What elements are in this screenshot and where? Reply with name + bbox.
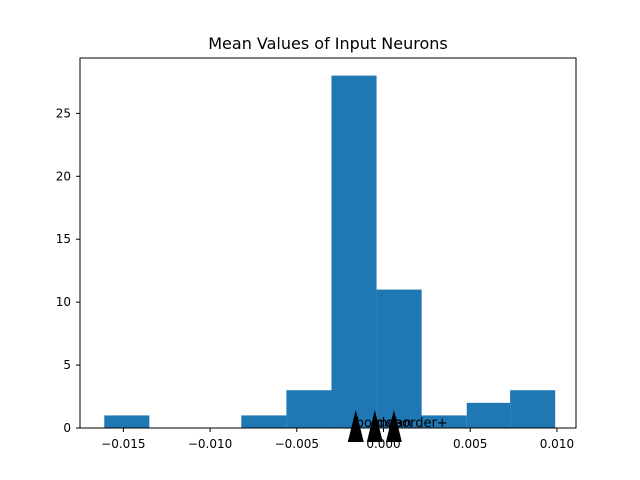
y-tick-label-2: 10 xyxy=(56,295,71,309)
x-tick-label-5: 0.010 xyxy=(540,437,574,451)
y-tick-label-5: 25 xyxy=(56,106,71,120)
y-tick-label-4: 20 xyxy=(56,169,71,183)
marker-border--triangle xyxy=(347,410,364,442)
ticks-layer: −0.015 −0.010 −0.005 0.000 0.005 0.010 0 5 10 15 2… xyxy=(56,106,574,451)
x-tick-label-2: −0.005 xyxy=(275,437,319,451)
y-tick-label-3: 15 xyxy=(56,232,71,246)
chart-title: Mean Values of Input Neurons xyxy=(208,34,448,53)
bars-layer xyxy=(104,75,556,428)
histogram-bar-6 xyxy=(376,289,422,428)
x-tick-label-3: 0.000 xyxy=(366,437,400,451)
histogram-bar-4 xyxy=(286,390,332,428)
histogram-bar-8 xyxy=(466,402,511,428)
histogram-bar-7 xyxy=(421,415,467,428)
x-tick-label-0: −0.015 xyxy=(101,437,145,451)
x-tick-label-1: −0.010 xyxy=(188,437,232,451)
histogram-bar-0 xyxy=(104,415,150,428)
markers-layer: border-meanborder+ xyxy=(347,410,448,442)
histogram-bar-3 xyxy=(241,415,287,428)
y-tick-label-1: 5 xyxy=(63,358,71,372)
histogram-bar-9 xyxy=(510,390,556,428)
plot-frame xyxy=(79,57,577,429)
marker-border+-label: border+ xyxy=(394,416,448,431)
marker-mean-triangle xyxy=(366,410,383,442)
marker-border+-triangle xyxy=(385,410,402,442)
y-tick-label-0: 0 xyxy=(63,421,71,435)
x-tick-label-4: 0.005 xyxy=(453,437,487,451)
histogram-bar-5 xyxy=(331,75,377,428)
